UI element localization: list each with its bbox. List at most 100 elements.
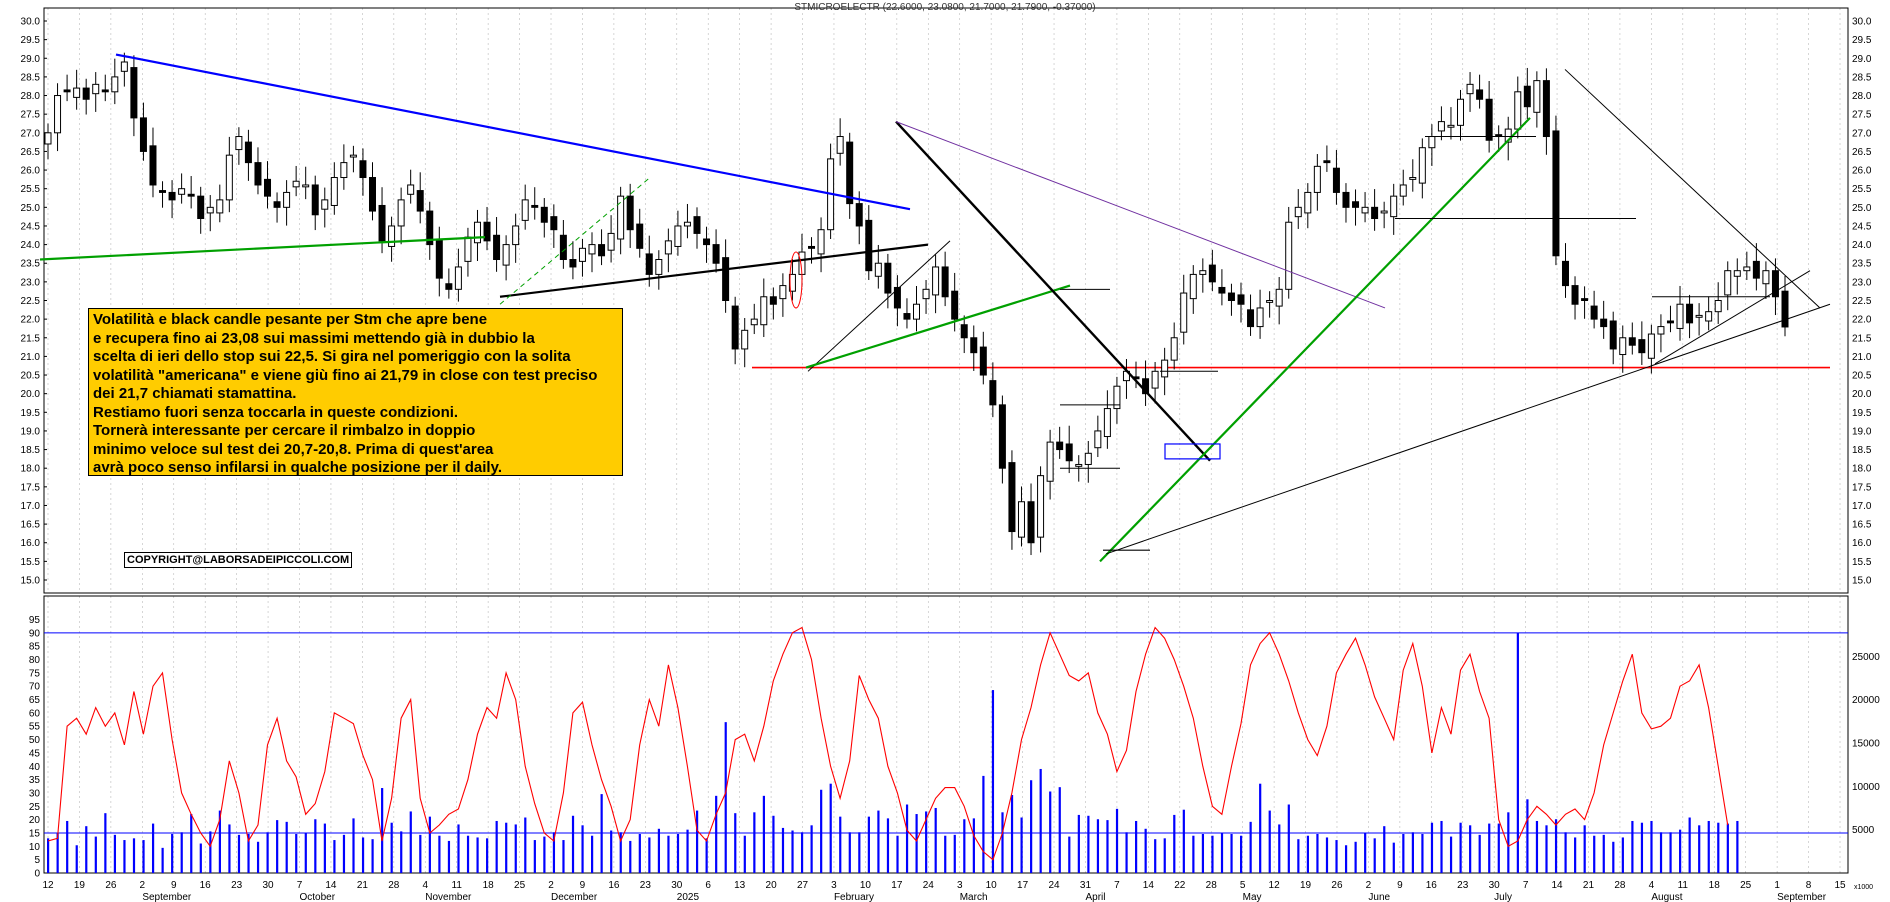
- candle-body: [1609, 320, 1617, 350]
- price-tick-label-right: 17.5: [1852, 482, 1872, 493]
- volume-bar: [591, 835, 594, 873]
- annotation-line: Volatilità e black candle pesante per St…: [93, 311, 488, 328]
- rebound-trendline-thin: [807, 240, 951, 372]
- price-tick-label-left: 20.5: [21, 371, 41, 382]
- candle-body: [893, 286, 901, 309]
- volume-unit-label: x1000: [1854, 884, 1873, 891]
- downtrend-line-black: [895, 120, 1211, 462]
- candle-body: [330, 177, 338, 206]
- volume-bar: [1564, 832, 1567, 873]
- volume-bar: [161, 847, 164, 873]
- x-month-label: March: [960, 892, 988, 902]
- volume-bar: [1325, 837, 1329, 873]
- candle-body: [1046, 441, 1054, 482]
- volume-bar: [371, 839, 374, 873]
- volume-bar: [705, 838, 708, 873]
- volume-bar: [1612, 841, 1615, 873]
- volume-bar: [66, 820, 69, 873]
- uptrend-line-green: [1099, 117, 1531, 563]
- candle-body: [1332, 167, 1340, 193]
- candle-body: [1275, 288, 1283, 307]
- volume-bar: [934, 807, 937, 873]
- volume-bar: [676, 833, 680, 873]
- price-tick-label-left: 17.0: [21, 501, 41, 512]
- candle-body: [617, 195, 625, 240]
- candle-body: [951, 290, 959, 320]
- price-tick-label-left: 18.0: [21, 464, 41, 475]
- price-tick-label-right: 30.0: [1852, 17, 1872, 28]
- candle-body: [1208, 264, 1216, 283]
- candle-body: [1113, 385, 1121, 410]
- volume-bar: [1631, 820, 1634, 873]
- volume-bar: [1316, 833, 1319, 873]
- indicator-tick-label: 30: [29, 788, 41, 799]
- volume-bar: [1459, 822, 1462, 873]
- volume-bar: [1344, 845, 1348, 873]
- volume-bar: [476, 837, 479, 873]
- volume-bar: [839, 816, 842, 873]
- price-tick-label-right: 25.0: [1852, 203, 1872, 214]
- volume-bar: [791, 830, 794, 873]
- candle-body: [349, 154, 357, 158]
- candle-body: [760, 296, 768, 326]
- indicator-tick-label: 35: [29, 775, 41, 786]
- volume-bar: [495, 820, 498, 873]
- price-tick-label-right: 21.0: [1852, 352, 1872, 363]
- candle-body: [722, 257, 730, 302]
- volume-bar: [1239, 835, 1243, 873]
- volume-bar: [1659, 832, 1663, 873]
- candle-body: [178, 188, 186, 195]
- volume-bar: [905, 804, 909, 873]
- candle-body: [139, 117, 147, 152]
- volume-bar: [486, 838, 489, 873]
- volume-bar: [800, 832, 804, 873]
- price-tick-label-left: 25.5: [21, 184, 41, 195]
- price-tick-label-left: 17.5: [21, 482, 41, 493]
- price-tick-label-right: 25.5: [1852, 184, 1872, 195]
- volume-bar: [1545, 825, 1548, 873]
- x-tick-label: 12: [1269, 880, 1281, 891]
- candle-body: [1285, 221, 1293, 290]
- candle-body: [578, 247, 586, 262]
- candle-body: [913, 303, 920, 320]
- candle-body: [1571, 285, 1579, 305]
- x-tick-label: 28: [1614, 880, 1626, 891]
- x-tick-label: 14: [1143, 880, 1155, 891]
- candle-body: [120, 61, 128, 72]
- volume-bar: [209, 831, 212, 873]
- candle-body: [693, 216, 701, 234]
- volume-tick-label: 25000: [1852, 652, 1880, 663]
- volume-bar: [1211, 835, 1214, 873]
- volume-bar: [734, 813, 737, 873]
- price-tick-label-right: 22.5: [1852, 296, 1872, 307]
- volume-bar: [629, 840, 632, 873]
- volume-bar: [1049, 791, 1052, 873]
- price-tick-label-left: 19.5: [21, 408, 41, 419]
- candle-body: [1600, 318, 1608, 328]
- volume-bar: [896, 835, 899, 873]
- volume-bar: [457, 824, 460, 873]
- volume-bar: [1440, 820, 1443, 873]
- x-month-label: May: [1243, 892, 1262, 902]
- x-month-label: February: [834, 892, 874, 902]
- volume-bar: [123, 840, 126, 873]
- candle-body: [1561, 260, 1569, 287]
- indicator-tick-label: 40: [29, 762, 41, 773]
- price-tick-label-right: 16.0: [1852, 538, 1872, 549]
- price-tick-label-right: 20.5: [1852, 371, 1872, 382]
- volume-bar: [543, 836, 546, 873]
- price-tick-label-right: 21.5: [1852, 333, 1872, 344]
- price-tick-label-right: 24.5: [1852, 221, 1872, 232]
- candle-body: [1485, 98, 1493, 141]
- candle-body: [1390, 195, 1398, 218]
- candle-body: [569, 259, 577, 268]
- candle-body: [731, 305, 739, 350]
- indicator-tick-label: 85: [29, 642, 41, 653]
- candle-body: [808, 245, 816, 249]
- candle-body: [674, 225, 682, 247]
- candle-body: [321, 199, 329, 210]
- volume-bar: [1602, 834, 1605, 873]
- x-month-label: November: [425, 892, 472, 902]
- x-tick-label: 7: [1523, 880, 1529, 891]
- candle-body: [73, 87, 81, 98]
